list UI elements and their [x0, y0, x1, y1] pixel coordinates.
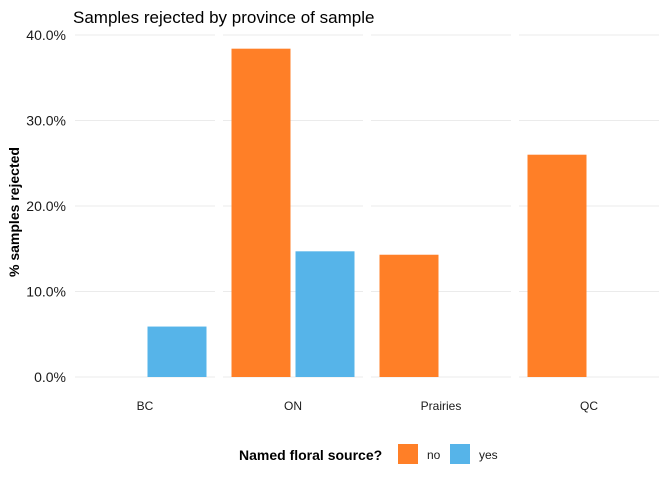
- y-tick-label: 40.0%: [26, 27, 66, 43]
- facet-panel: [519, 34, 659, 378]
- legend-title: Named floral source?: [239, 447, 382, 463]
- bar-no-qc: [527, 154, 587, 377]
- facet-panel: [75, 34, 215, 378]
- facet-panel: [371, 34, 511, 378]
- legend: Named floral source? no yes: [239, 444, 498, 464]
- y-axis-label: % samples rejected: [6, 147, 22, 277]
- x-tick-labels: BC ON Prairies QC: [137, 399, 599, 413]
- x-tick-label: ON: [284, 399, 302, 413]
- legend-label-yes: yes: [479, 448, 498, 462]
- y-tick-labels: 0.0% 10.0% 20.0% 30.0% 40.0%: [26, 27, 66, 385]
- x-tick-label: Prairies: [421, 399, 462, 413]
- legend-key-yes: [450, 444, 470, 464]
- legend-label-no: no: [427, 448, 441, 462]
- bar-no-prairies: [379, 254, 439, 377]
- y-tick-label: 30.0%: [26, 113, 66, 129]
- facet-panels: [75, 34, 659, 378]
- y-tick-label: 0.0%: [34, 369, 66, 385]
- facet-panel: [223, 34, 363, 378]
- legend-items: no yes: [398, 444, 498, 464]
- y-tick-label: 20.0%: [26, 198, 66, 214]
- bar-yes-on: [295, 251, 355, 377]
- x-tick-label: QC: [580, 399, 598, 413]
- legend-key-no: [398, 444, 418, 464]
- x-tick-label: BC: [137, 399, 154, 413]
- chart-title: Samples rejected by province of sample: [73, 8, 374, 27]
- bar-yes-bc: [147, 326, 207, 377]
- bar-no-on: [231, 48, 291, 378]
- y-tick-label: 10.0%: [26, 284, 66, 300]
